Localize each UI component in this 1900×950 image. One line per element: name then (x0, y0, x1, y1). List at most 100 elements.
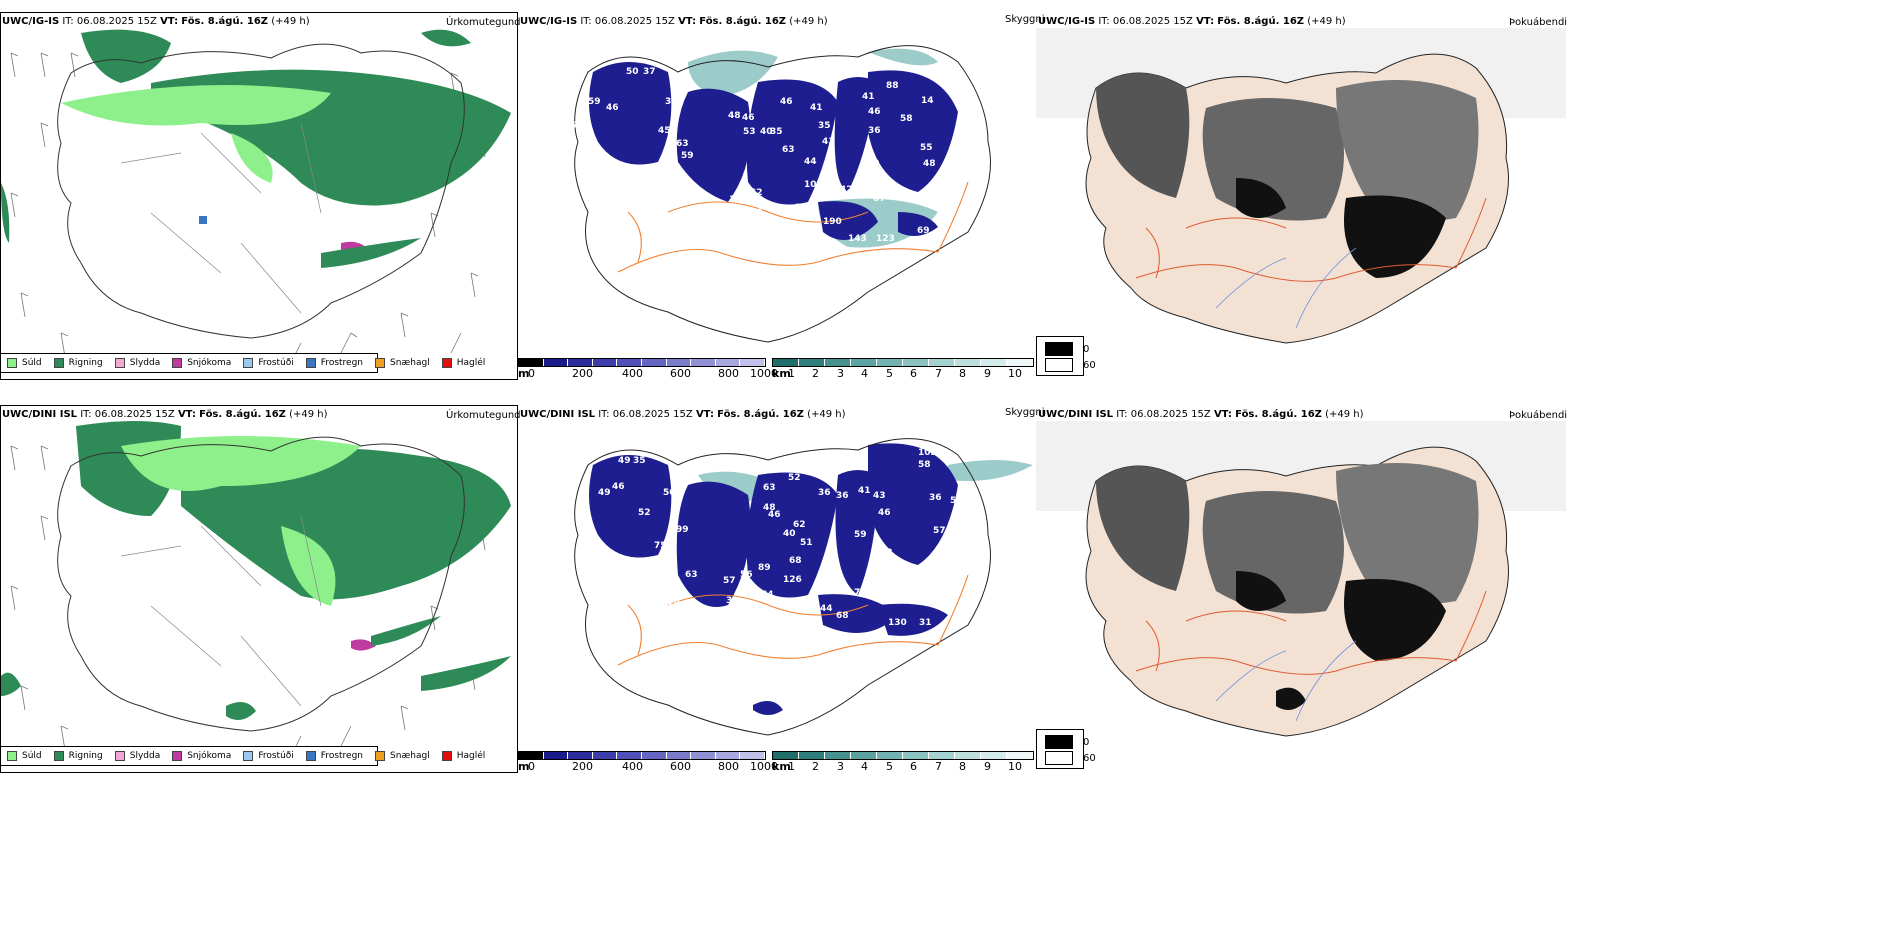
roads (617, 181, 969, 273)
legend-item-rigning: Rigning (53, 358, 103, 368)
cloud-base-label: 36 (929, 493, 942, 503)
cloud-base-label: 68 (836, 611, 849, 621)
cloud-base-label: 36 (836, 491, 849, 501)
legend-item-sudl: Súld (7, 358, 42, 368)
precip-areas (1, 421, 511, 720)
cloud-base-label: 41 (810, 103, 823, 113)
iceland-outline (57, 436, 465, 732)
cloud-panel-top: 82 74 50 37 59 46 37 75 45 63 59 58 49 113 39 50 62 51 71 4… (518, 12, 1038, 352)
iceland-outline (57, 43, 465, 339)
cloud-base-label: 49 (598, 488, 611, 498)
fog-legend-top: 0 60 (1036, 336, 1096, 376)
cloud-base-label: 58 (918, 460, 931, 470)
title-cloud-top: Skyggni (1005, 14, 1045, 25)
cloud-base-label: 62 (793, 520, 806, 530)
cloud-base-label: 50 (950, 496, 963, 506)
precip-legend-top: Súld Rigning Slydda Snjókoma Frostúði Fr… (0, 353, 485, 373)
header-fog-bottom: UWC/DINI ISL IT: 06.08.2025 15Z VT: Fös.… (1038, 409, 1364, 420)
cloud-base-label: 57 (738, 606, 751, 616)
cloud-base-label: 62 (750, 188, 763, 198)
header-precip-bottom: UWC/DINI ISL IT: 06.08.2025 15Z VT: Fös.… (2, 409, 328, 420)
legend-item-snaehagl: Snæhagl (375, 358, 430, 368)
cloud-base-label: 39 (723, 220, 736, 230)
cloud-base-label: 63 (782, 145, 795, 155)
fog-shading (1096, 73, 1479, 278)
cloud-base-label: 41 (858, 486, 871, 496)
cloud-base-label: 110 (778, 698, 797, 708)
cloud-base-label: 81 (880, 572, 893, 582)
legend-item-frostregn: Frostregn (305, 358, 363, 368)
precip-map-top (1, 29, 511, 364)
cloud-base-label: 50 (663, 488, 676, 498)
cloud-base-label: 46 (878, 508, 891, 518)
legend-item-slydda: Slydda (114, 358, 160, 368)
header-cloud-top: UWC/IG-IS IT: 06.08.2025 15Z VT: Fös. 8.… (520, 16, 828, 27)
cloud-base-label: 75 (564, 121, 577, 131)
cloud-base-label: 143 (848, 234, 867, 244)
cloud-base-label: 57 (723, 576, 736, 586)
legend-swatch (7, 358, 17, 368)
header-cloud-bottom: UWC/DINI ISL IT: 06.08.2025 15Z VT: Fös.… (520, 409, 846, 420)
cloudbase-colorbar-bottom: m 0 200 400 600 800 1000 (518, 751, 778, 773)
cloud-map-bottom: 49 35494652507599456324573938355756896412… (574, 438, 1033, 736)
cloud-base-label: 46 (742, 113, 755, 123)
cloud-base-label: 102 (918, 448, 937, 458)
cloud-base-label: 51 (751, 208, 764, 218)
cloudbase-unit: m (518, 367, 530, 380)
cloud-base-label: 173 (795, 203, 814, 213)
cloudbase-colorbar-top: m 0 200 400 600 800 1000 (518, 358, 778, 380)
cloudbase-swatches (518, 358, 766, 367)
visibility-colorbar-top: km 1 2 3 4 5 6 7 8 9 10 (772, 358, 1034, 380)
cloud-base-label: 46 (606, 103, 619, 113)
cloud-base-label: 57 (933, 526, 946, 536)
visibility-colorbar-bottom: km 1 2 3 4 5 6 7 8 9 10 (772, 751, 1034, 773)
cloud-base-label: 48 (923, 159, 936, 169)
cloud-base-label: 14 (921, 96, 934, 106)
roads-fog (1135, 590, 1487, 675)
cloud-base-label: 41 (862, 92, 875, 102)
rivers-fog (1215, 247, 1357, 329)
precip-panel-top (0, 12, 518, 380)
cloud-base-label: 56 (740, 570, 753, 580)
cloud-base-label: 76 (854, 588, 867, 598)
fog-legend-bottom: 0 60 (1036, 729, 1096, 769)
cloud-base-label: 71 (763, 217, 776, 227)
cloud-base-label: 52 (638, 508, 651, 518)
cloud-base-label: 35 (770, 127, 783, 137)
fog-shading (1096, 463, 1479, 710)
cloud-base-label: 190 (823, 217, 842, 227)
rivers-fog (1215, 640, 1357, 722)
cloud-base-label: 104 (804, 180, 823, 190)
cloud-base-label: 69 (917, 226, 930, 236)
cloud-base-label: 40 (783, 529, 796, 539)
title-precip-top: Úrkomutegund (446, 17, 521, 28)
cloud-base-label: 44 (820, 604, 833, 614)
cloud-base-label: 63 (685, 570, 698, 580)
cloud-label-group: 49 35494652507599456324573938355756896412… (598, 448, 969, 708)
cloud-base-label: 123 (876, 234, 895, 244)
cloud-base-label: 43 (873, 491, 886, 501)
cloud-base-label: 59 (681, 151, 694, 161)
cloud-base-label: 126 (783, 575, 802, 585)
legend-item-frostudi: Frostúði (243, 358, 294, 368)
cloud-base-label: 44 (804, 157, 817, 167)
legend-item-snjokoma: Snjókoma (172, 358, 231, 368)
fog-map-top (1036, 28, 1566, 344)
cloud-base-label: 42 (840, 185, 853, 195)
cloud-base-label: 64 (761, 590, 774, 600)
cloud-base-label: 45 (602, 563, 615, 573)
cloud-base-label: 50 (626, 67, 639, 77)
cloud-base-label: 59 (588, 97, 601, 107)
cloud-base-label: 63 (763, 483, 776, 493)
cloud-base-label: 75 (956, 528, 969, 538)
cloud-base-label: 53 (743, 127, 756, 137)
cloud-base-label: 130 (888, 618, 907, 628)
cloud-base-label: 52 (788, 473, 801, 483)
cloud-base-label: 24 (668, 598, 681, 608)
cloud-base-label: 82 (606, 47, 619, 57)
title-fog-bottom: Þokuábendi (1509, 410, 1568, 421)
cloud-base-label: 31 (919, 618, 932, 628)
cloud-base-label: 91 (918, 192, 931, 202)
title-cloud-bottom: Skyggni (1005, 407, 1045, 418)
